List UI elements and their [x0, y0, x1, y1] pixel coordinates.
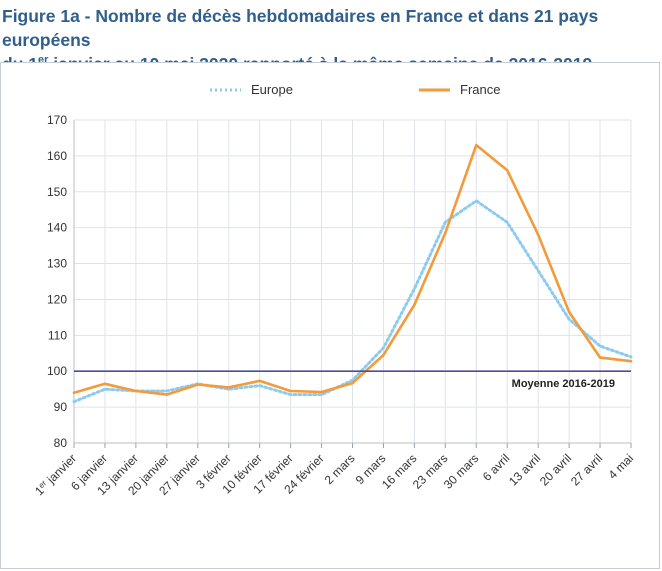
x-tick-label: 1er janvier [32, 451, 79, 498]
data-point-france [475, 143, 478, 147]
data-point-europe [165, 389, 168, 393]
data-point-europe [629, 355, 633, 359]
data-point-france [629, 360, 633, 363]
data-point-france [289, 389, 292, 393]
legend-france-label: France [460, 82, 500, 97]
chart-title-line-1: Figure 1a - Nombre de décès hebdomadaire… [2, 6, 599, 50]
data-point-europe [258, 384, 261, 387]
data-point-europe [413, 287, 416, 290]
y-tick-label: 160 [47, 149, 67, 163]
data-point-europe [289, 393, 292, 396]
data-point-france [72, 391, 76, 394]
x-tick-superscript: er [37, 478, 49, 490]
x-tick-label: 27 avril [568, 451, 605, 488]
y-axis: 80 90 100 110 120 130 140 150 160 170 [47, 113, 75, 450]
data-point-france [165, 393, 168, 396]
x-tick-label: 2 mars [322, 451, 358, 487]
data-point-france [598, 356, 602, 359]
data-point-france [227, 386, 230, 389]
legend: Europe France [210, 82, 500, 97]
data-point-europe [567, 318, 571, 321]
data-point-europe [320, 393, 323, 396]
y-tick-label: 120 [47, 292, 67, 306]
data-point-europe [475, 199, 478, 202]
data-point-france [103, 382, 107, 385]
data-point-europe [506, 221, 509, 224]
legend-europe-label: Europe [251, 82, 293, 97]
data-point-france [567, 310, 571, 314]
chart-panel: Europe France 80 90 100 110 120 130 140 150 160 1… [0, 62, 660, 569]
y-tick-label: 110 [48, 328, 67, 342]
data-point-europe [537, 269, 540, 272]
y-tick-label: 170 [47, 113, 67, 127]
y-tick-label: 90 [54, 400, 68, 414]
y-tick-label: 140 [47, 221, 67, 235]
x-tick-label: 20 avril [537, 451, 574, 488]
reference-line-label: Moyenne 2016-2019 [512, 378, 615, 390]
data-point-france [258, 379, 261, 383]
x-tick-label: 4 mai [605, 451, 636, 482]
data-point-france [351, 381, 354, 385]
data-point-france [382, 353, 385, 357]
y-tick-label: 80 [54, 436, 68, 450]
data-point-europe [444, 221, 447, 224]
data-point-france [537, 233, 540, 236]
data-point-france [134, 389, 138, 393]
y-tick-label: 130 [47, 257, 67, 271]
data-point-france [196, 383, 199, 386]
x-tick-label: 30 mars [441, 451, 482, 492]
data-point-europe [72, 400, 76, 403]
y-tick-label: 150 [47, 185, 67, 199]
y-tick-label: 100 [47, 364, 67, 378]
data-point-france [444, 231, 447, 235]
data-point-europe [103, 388, 107, 391]
data-point-europe [598, 344, 602, 348]
data-point-france [506, 169, 509, 172]
data-point-france [413, 303, 416, 306]
x-tick-label: 13 avril [506, 451, 543, 488]
title-line2-superscript: er [37, 54, 49, 67]
data-point-europe [382, 346, 385, 350]
data-point-europe [351, 379, 354, 382]
series-layer [72, 143, 633, 404]
line-chart: Europe France 80 90 100 110 120 130 140 150 160 1… [32, 82, 636, 498]
data-point-france [320, 390, 323, 394]
